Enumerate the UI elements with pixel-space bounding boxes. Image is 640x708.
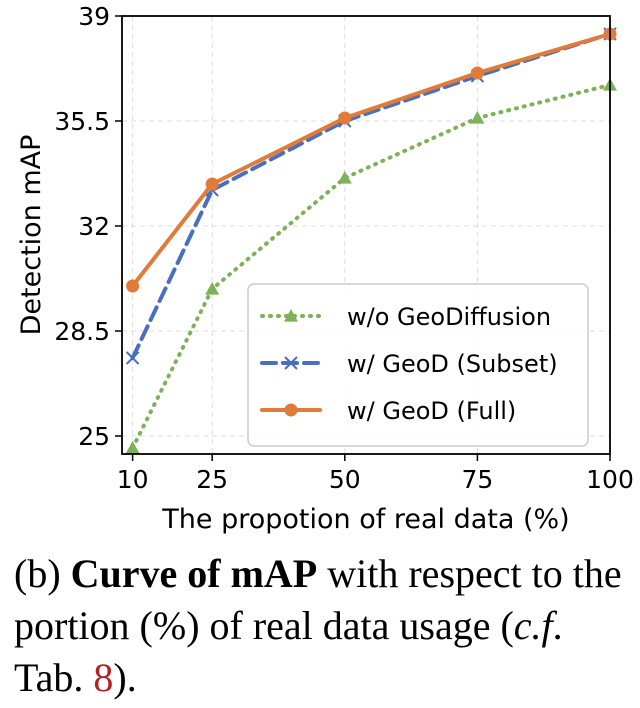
series-2-point [125, 351, 140, 365]
marker-stroke [284, 356, 298, 370]
figure-caption: (b) Curve of mAP with respect to the por… [14, 548, 630, 704]
caption-bold: Curve of mAP [70, 551, 318, 596]
legend-label-2: w/ GeoD (Subset) [347, 350, 558, 378]
y-tick-label: 35.5 [54, 107, 110, 136]
x-axis-title: The propotion of real data (%) [161, 504, 569, 535]
plot-frame [121, 15, 611, 455]
series-1-point [337, 171, 352, 184]
legend-marker-1 [284, 309, 298, 322]
legend: w/o GeoDiffusion w/ GeoD (Subset) w/ GeoD … [247, 283, 589, 447]
x-tick-label: 50 [329, 465, 361, 494]
legend-box [247, 283, 589, 447]
x-tick-label: 10 [117, 465, 149, 494]
legend-label-1: w/o GeoDiffusion [347, 303, 551, 331]
x-tick-label: 75 [461, 465, 493, 494]
y-axis-title: Detection mAP [16, 135, 47, 336]
x-tick-label: 25 [196, 465, 228, 494]
legend-marker-3 [284, 403, 298, 417]
series-1-point [205, 282, 220, 295]
caption-ref-link[interactable]: 8 [93, 655, 114, 700]
x-tick-label: 100 [586, 465, 634, 494]
series-3-point [205, 177, 219, 191]
caption-middle: with respect to the portion (%) of real … [14, 551, 622, 648]
caption-suffix: ). [113, 655, 137, 700]
series-1-point [125, 441, 140, 454]
series-line-3 [130, 32, 612, 288]
series-1-point [470, 111, 485, 124]
y-tick-label: 32 [78, 212, 110, 241]
series-3-point [470, 66, 484, 80]
caption-tab: . Tab. [14, 603, 563, 700]
legend-marker-2 [284, 356, 298, 370]
y-tick-label: 39 [78, 2, 110, 31]
y-tick-label: 25 [78, 422, 110, 451]
series-3-point [126, 279, 140, 293]
caption-cf: c.f [513, 603, 553, 648]
series-3-point [338, 111, 352, 125]
marker-stroke [125, 351, 140, 365]
caption-prefix: (b) [14, 551, 71, 596]
y-tick-label: 28.5 [54, 317, 110, 346]
legend-label-3: w/ GeoD (Full) [347, 397, 516, 425]
